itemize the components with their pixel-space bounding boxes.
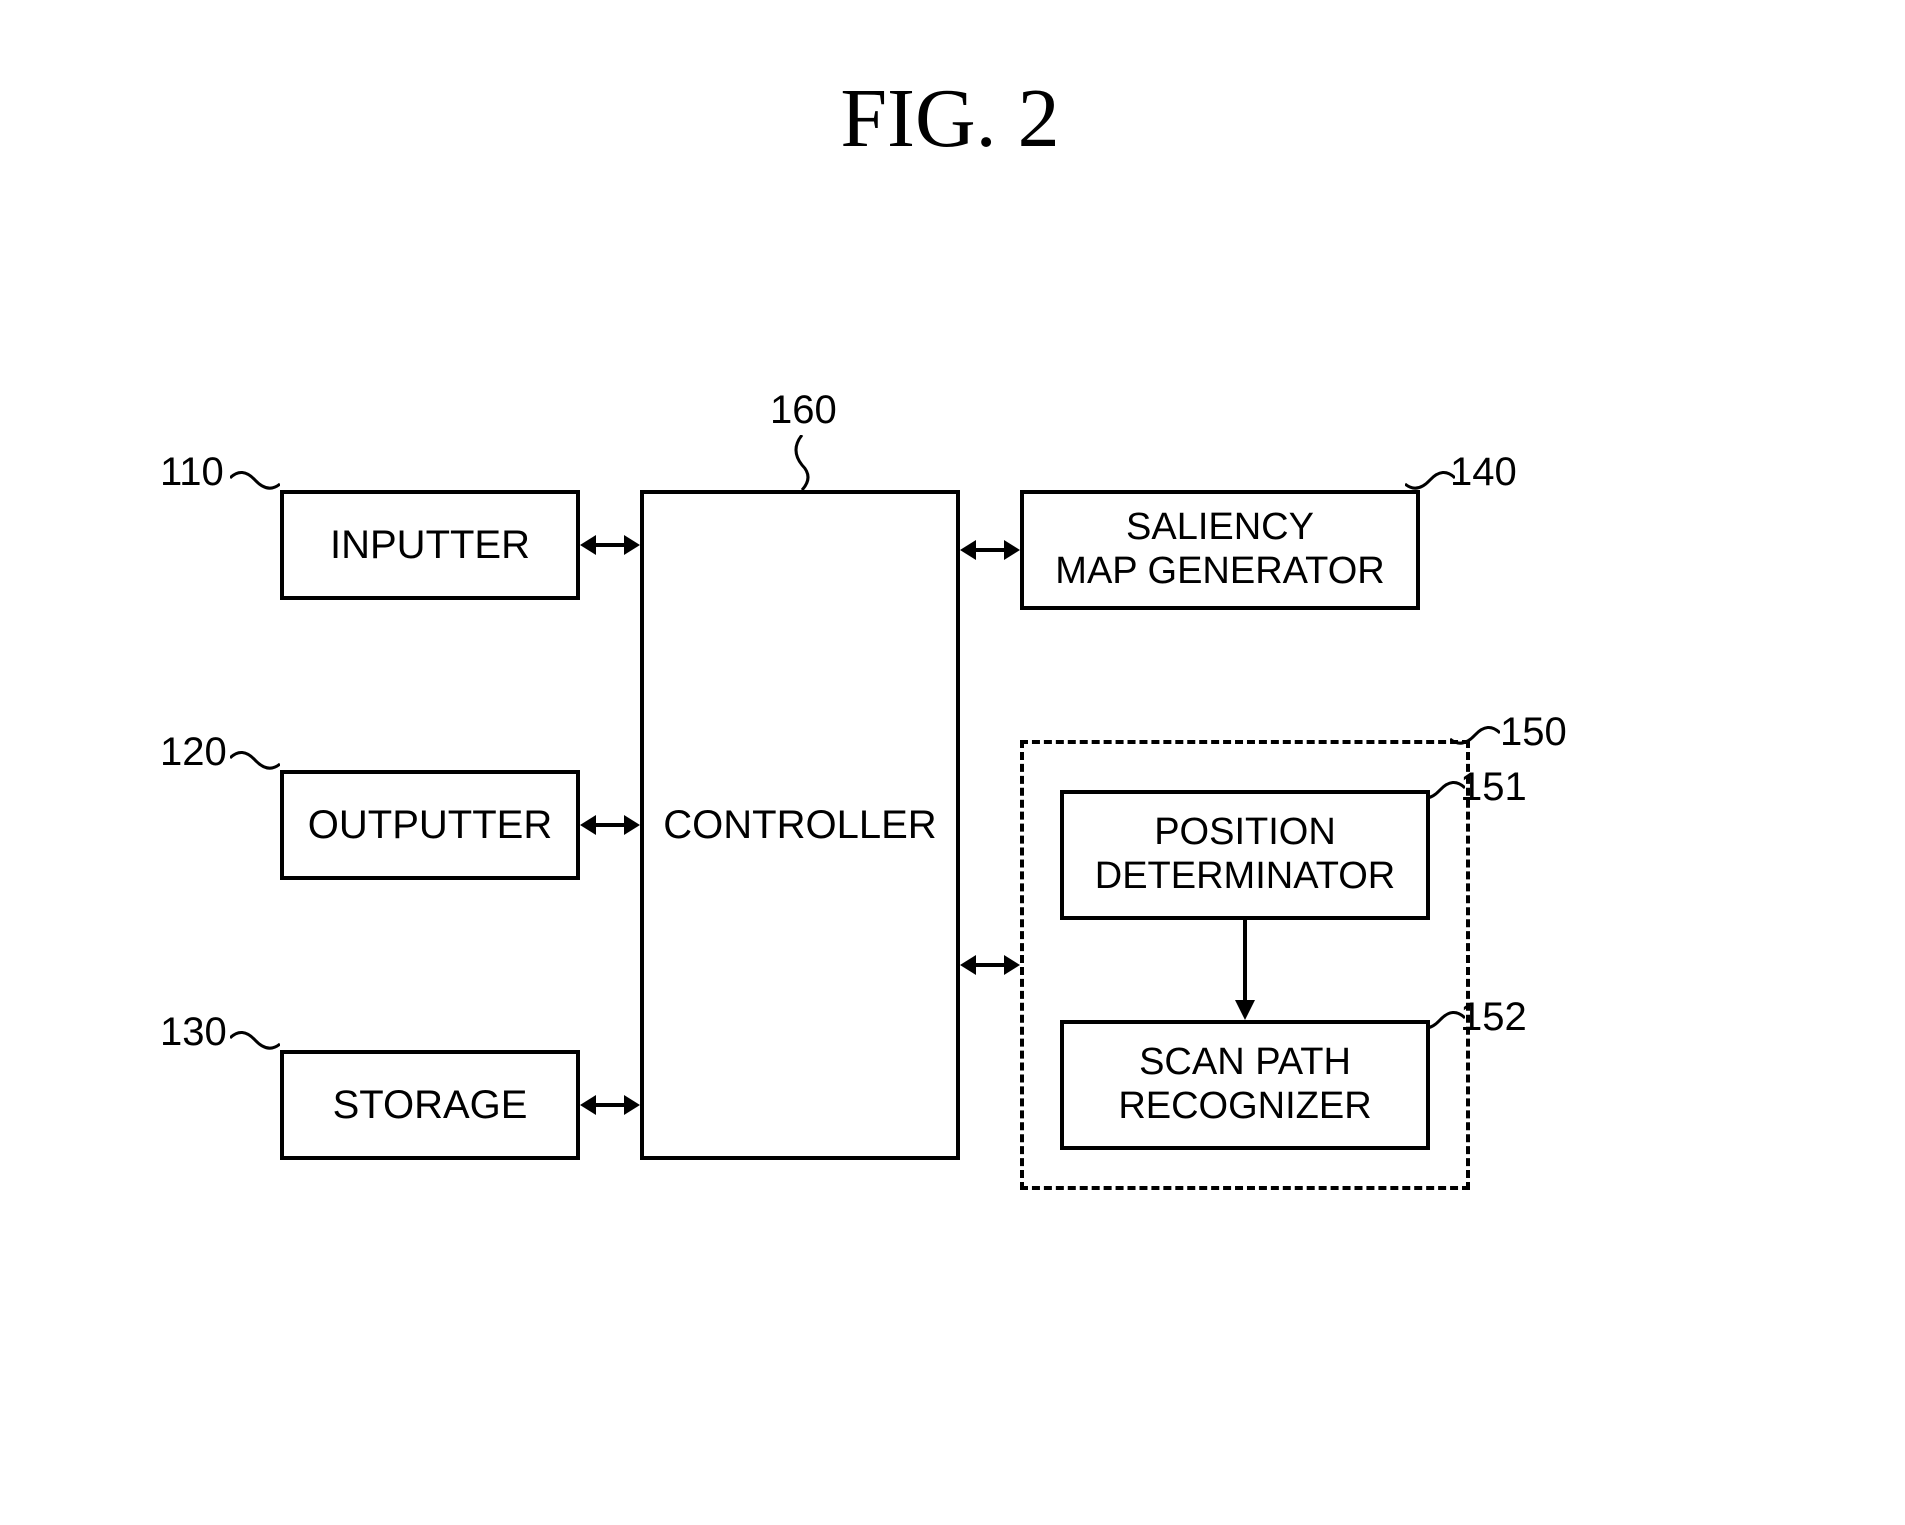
diagram-canvas: FIG. 2 160 110 120 130 140 150 151 152 I…	[0, 0, 1905, 1525]
block-saliency-line2: MAP GENERATOR	[1055, 550, 1384, 594]
ref-130: 130	[160, 1010, 227, 1055]
block-storage-label: STORAGE	[333, 1082, 528, 1128]
block-inputter: INPUTTER	[280, 490, 580, 600]
arrow-outputter-controller	[580, 808, 640, 842]
block-scanpath-line2: RECOGNIZER	[1118, 1085, 1371, 1129]
block-scanpath: SCAN PATH RECOGNIZER	[1060, 1020, 1430, 1150]
ref-110: 110	[160, 450, 224, 495]
block-saliency-line1: SALIENCY	[1055, 506, 1384, 550]
block-position-line1: POSITION	[1095, 811, 1396, 855]
block-controller-label: CONTROLLER	[663, 802, 936, 848]
leader-130	[230, 1030, 280, 1060]
block-controller: CONTROLLER	[640, 490, 960, 1160]
block-position: POSITION DETERMINATOR	[1060, 790, 1430, 920]
ref-150: 150	[1500, 710, 1567, 755]
block-outputter: OUTPUTTER	[280, 770, 580, 880]
ref-151: 151	[1460, 765, 1527, 810]
ref-160: 160	[770, 388, 837, 433]
ref-152: 152	[1460, 995, 1527, 1040]
block-saliency: SALIENCY MAP GENERATOR	[1020, 490, 1420, 610]
figure-title: FIG. 2	[640, 70, 1260, 167]
arrow-inputter-controller	[580, 528, 640, 562]
leader-160	[790, 435, 820, 490]
ref-120: 120	[160, 730, 227, 775]
leader-110	[230, 470, 280, 500]
block-storage: STORAGE	[280, 1050, 580, 1160]
block-scanpath-line1: SCAN PATH	[1118, 1041, 1371, 1085]
arrow-controller-group150	[960, 948, 1020, 982]
block-outputter-label: OUTPUTTER	[308, 802, 552, 848]
block-inputter-label: INPUTTER	[330, 522, 530, 568]
leader-120	[230, 750, 280, 780]
block-position-line2: DETERMINATOR	[1095, 855, 1396, 899]
arrow-controller-saliency	[960, 533, 1020, 567]
arrow-position-scanpath	[1228, 920, 1262, 1020]
ref-140: 140	[1450, 450, 1517, 495]
arrow-storage-controller	[580, 1088, 640, 1122]
